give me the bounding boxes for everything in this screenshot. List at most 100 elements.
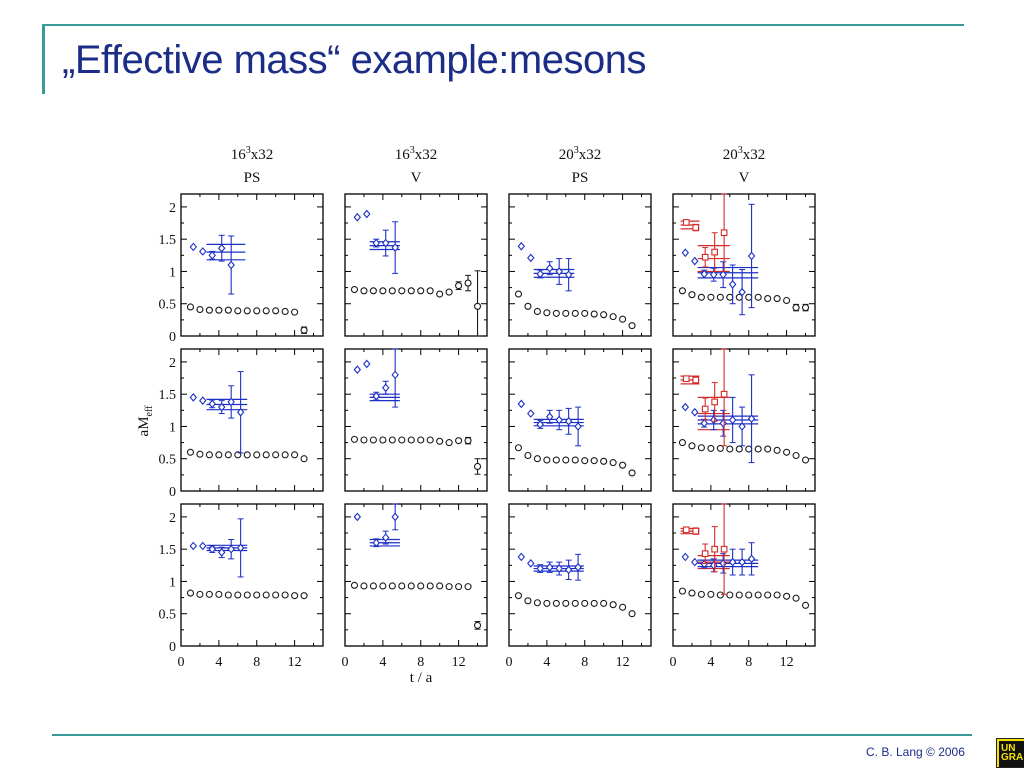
data-point bbox=[243, 451, 251, 459]
data-point bbox=[272, 307, 280, 315]
data-point bbox=[536, 269, 544, 279]
data-point bbox=[707, 590, 715, 598]
y-tick-label: 1.5 bbox=[159, 543, 177, 558]
data-point bbox=[281, 307, 289, 316]
column-header-channel: PS bbox=[244, 170, 261, 186]
data-point bbox=[455, 583, 463, 591]
data-point bbox=[711, 398, 719, 406]
column-header-lattice: 163x32 bbox=[395, 145, 438, 163]
y-tick-label: 0 bbox=[169, 485, 176, 500]
data-point bbox=[716, 293, 724, 301]
data-point bbox=[363, 359, 371, 369]
data-point bbox=[764, 591, 772, 599]
data-point bbox=[707, 293, 715, 301]
data-point bbox=[391, 243, 399, 252]
data-point bbox=[678, 439, 687, 447]
data-point bbox=[514, 290, 523, 298]
data-point bbox=[514, 592, 523, 600]
data-point bbox=[527, 559, 535, 568]
data-point bbox=[208, 399, 216, 409]
data-point bbox=[726, 445, 734, 453]
data-point bbox=[369, 436, 377, 444]
data-point bbox=[783, 448, 791, 456]
data-point bbox=[678, 587, 687, 595]
data-point bbox=[224, 451, 232, 459]
data-point bbox=[709, 415, 718, 425]
x-tick-label: 4 bbox=[215, 655, 222, 670]
data-point bbox=[189, 242, 198, 252]
data-point bbox=[581, 457, 589, 465]
data-point bbox=[720, 229, 728, 237]
y-tick-label: 1 bbox=[169, 420, 176, 435]
panel-frame bbox=[180, 193, 324, 337]
university-logo: UN GRA bbox=[996, 738, 1024, 768]
data-point bbox=[738, 422, 746, 431]
panel-frame bbox=[672, 193, 816, 337]
data-point bbox=[445, 439, 453, 447]
data-point bbox=[417, 436, 425, 444]
data-point bbox=[381, 383, 390, 393]
top-rule bbox=[42, 24, 964, 26]
x-tick-label: 12 bbox=[780, 655, 794, 670]
data-point bbox=[719, 559, 727, 568]
data-point bbox=[407, 287, 415, 295]
data-point bbox=[555, 415, 563, 425]
data-point bbox=[720, 545, 728, 553]
y-tick-label: 2 bbox=[169, 356, 176, 371]
data-point bbox=[350, 581, 359, 589]
data-point bbox=[735, 591, 743, 599]
data-point bbox=[773, 295, 781, 303]
data-point bbox=[754, 591, 762, 599]
data-point bbox=[227, 260, 235, 270]
data-point bbox=[536, 564, 544, 573]
y-tick-label: 1 bbox=[169, 575, 176, 590]
data-point bbox=[473, 462, 482, 471]
data-point bbox=[709, 560, 718, 570]
data-point bbox=[697, 590, 705, 598]
x-tick-label: 12 bbox=[288, 655, 302, 670]
data-point bbox=[555, 564, 563, 573]
data-point bbox=[199, 247, 207, 256]
data-point bbox=[754, 445, 762, 453]
logo-mark: UN GRA bbox=[1001, 743, 1024, 763]
data-point bbox=[581, 309, 589, 317]
panel-frame bbox=[180, 348, 324, 492]
data-point bbox=[628, 469, 636, 477]
data-point bbox=[524, 302, 532, 310]
data-point bbox=[205, 451, 213, 459]
data-point bbox=[697, 444, 705, 452]
data-point bbox=[262, 451, 270, 459]
y-tick-label: 0 bbox=[169, 640, 176, 655]
data-point bbox=[682, 375, 690, 383]
data-point bbox=[215, 306, 223, 314]
data-point bbox=[381, 238, 390, 248]
data-point bbox=[545, 562, 554, 572]
x-tick-label: 4 bbox=[379, 655, 386, 670]
data-point bbox=[562, 599, 570, 607]
data-point bbox=[688, 442, 696, 450]
data-point bbox=[745, 445, 753, 453]
column-header-lattice: 163x32 bbox=[231, 145, 274, 163]
data-point bbox=[628, 610, 636, 618]
x-tick-label: 0 bbox=[178, 655, 185, 670]
y-tick-label: 0.5 bbox=[159, 453, 177, 468]
data-point bbox=[792, 594, 800, 602]
data-point bbox=[543, 599, 551, 607]
data-point bbox=[300, 592, 308, 600]
data-point bbox=[552, 456, 560, 464]
data-point bbox=[533, 455, 541, 463]
data-point bbox=[517, 241, 526, 251]
data-point bbox=[707, 444, 715, 452]
data-point bbox=[700, 269, 708, 279]
data-point bbox=[227, 544, 235, 554]
data-point bbox=[726, 293, 734, 301]
data-point bbox=[697, 293, 705, 301]
data-point bbox=[407, 436, 415, 444]
data-point bbox=[455, 282, 463, 290]
data-point bbox=[678, 287, 687, 295]
data-point bbox=[692, 376, 700, 384]
data-point bbox=[234, 591, 242, 599]
data-point bbox=[801, 601, 810, 609]
data-point bbox=[514, 444, 523, 452]
